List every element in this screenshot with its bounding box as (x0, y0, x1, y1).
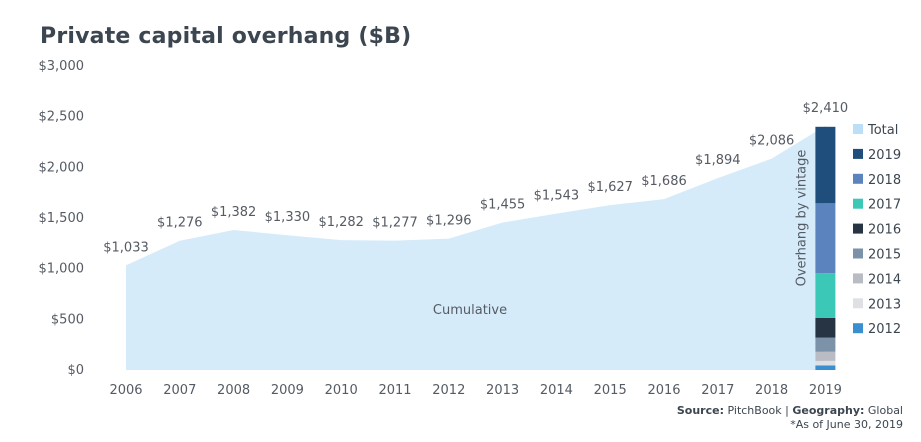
legend-label: 2016 (868, 223, 901, 238)
x-tick-label: 2009 (271, 383, 304, 398)
legend-swatch (853, 298, 863, 309)
legend-item: 2013 (853, 297, 901, 312)
y-tick-label: $1,500 (39, 211, 85, 226)
stacked-bar: Overhang by vintage (794, 126, 836, 370)
y-tick-label: $2,000 (39, 160, 85, 175)
data-label: $1,282 (318, 215, 364, 230)
legend-label: 2014 (868, 272, 901, 287)
data-label: $1,296 (426, 214, 472, 229)
y-tick-label: $1,000 (39, 262, 85, 277)
x-tick-label: 2011 (378, 383, 411, 398)
vintage-segment-2014 (815, 351, 836, 361)
legend-label: 2012 (868, 322, 901, 337)
data-label: $2,086 (749, 134, 795, 149)
vintage-segment-2018 (815, 203, 836, 274)
x-tick-label: 2018 (755, 383, 788, 398)
data-label: $1,627 (587, 180, 633, 195)
x-tick-label: 2012 (432, 383, 465, 398)
source-note: Source: PitchBook | Geography: Global *A… (677, 404, 903, 432)
legend-swatch (853, 273, 863, 284)
data-label: $1,276 (157, 216, 203, 231)
legend-item: 2018 (853, 173, 901, 188)
area-layer: Cumulative (126, 125, 826, 370)
vintage-segment-2016 (815, 317, 836, 338)
chart-title: Private capital overhang ($B) (40, 24, 412, 49)
area-annotation: Cumulative (433, 303, 507, 318)
legend-swatch (853, 223, 863, 234)
x-tick-label: 2013 (486, 383, 519, 398)
data-label: $1,330 (265, 210, 311, 225)
legend-swatch (853, 248, 863, 259)
vintage-segment-2012 (815, 365, 836, 370)
y-tick-label: $500 (51, 312, 84, 327)
legend-label: 2015 (868, 248, 901, 263)
vintage-segment-2017 (815, 273, 836, 318)
legend-item: 2017 (853, 198, 901, 213)
bar-annotation: Overhang by vintage (794, 150, 809, 287)
geography-value: Global (864, 404, 903, 417)
x-tick-label: 2015 (594, 383, 627, 398)
as-of-note: *As of June 30, 2019 (790, 418, 903, 431)
legend-item: 2016 (853, 223, 901, 238)
legend-swatch (853, 198, 863, 209)
x-tick-label: 2010 (325, 383, 358, 398)
legend-label: 2018 (868, 173, 901, 188)
vintage-segment-2015 (815, 337, 836, 352)
data-label: $1,455 (480, 198, 526, 213)
y-tick-label: $2,500 (39, 110, 85, 125)
legend-label: Total (867, 123, 898, 138)
data-label: $1,382 (211, 205, 257, 220)
data-label: $2,410 (803, 101, 849, 116)
y-tick-label: $0 (67, 363, 84, 378)
x-tick-label: 2007 (163, 383, 196, 398)
source-label: Source: (676, 404, 724, 417)
vintage-segment-2019 (815, 126, 836, 204)
legend-label: 2013 (868, 297, 901, 312)
legend-item: 2019 (853, 148, 901, 163)
source-value: PitchBook | (724, 404, 793, 417)
legend-item: Total (853, 123, 898, 138)
legend-label: 2017 (868, 198, 901, 213)
legend-swatch (853, 124, 863, 134)
x-tick-label: 2008 (217, 383, 250, 398)
vintage-segment-2013 (815, 360, 836, 366)
legend-swatch (853, 148, 863, 159)
source-line: Source: PitchBook | Geography: Global (677, 404, 903, 418)
y-tick-label: $3,000 (39, 59, 85, 74)
legend-item: 2014 (853, 272, 901, 287)
legend-item: 2015 (853, 248, 901, 263)
data-label: $1,033 (103, 240, 149, 255)
cumulative-area (126, 125, 826, 370)
x-tick-label: 2017 (701, 383, 734, 398)
data-labels: $1,033 $1,276 $1,382 $1,330 $1,282 $1,277 $1,2… (103, 101, 848, 256)
x-tick-label: 2014 (540, 383, 573, 398)
y-axis: $0 $500 $1,000 $1,500 $2,000 $2,500 $3,000 (39, 59, 85, 378)
legend-item: 2012 (853, 322, 901, 337)
x-tick-label: 2006 (109, 383, 142, 398)
x-tick-label: 2019 (809, 383, 842, 398)
legend: Total 2019 2018 2017 2016 2015 2014 2013 2012 (853, 123, 901, 337)
data-label: $1,277 (372, 216, 418, 231)
legend-label: 2019 (868, 148, 901, 163)
data-label: $1,543 (534, 189, 580, 204)
legend-swatch (853, 323, 863, 334)
data-label: $1,686 (641, 174, 687, 189)
x-tick-label: 2016 (647, 383, 680, 398)
legend-swatch (853, 173, 863, 184)
x-axis: 2006 2007 2008 2009 2010 2011 2012 2013 2014 2015… (109, 383, 841, 398)
geography-label: Geography: (792, 404, 865, 417)
data-label: $1,894 (695, 153, 741, 168)
